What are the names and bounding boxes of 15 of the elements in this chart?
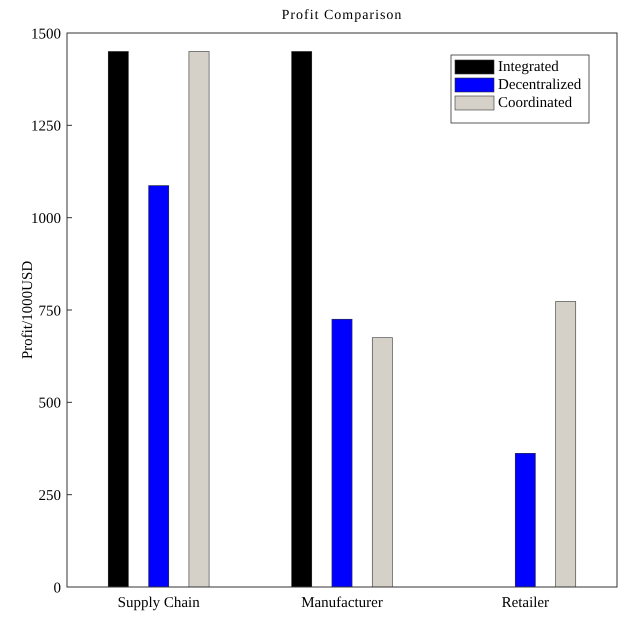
y-tick-label: 1000 (31, 210, 61, 227)
y-tick-label: 250 (38, 488, 61, 504)
legend-label: Coordinated (498, 95, 573, 111)
y-tick-label: 750 (38, 303, 61, 320)
y-axis-title: Profit/1000USD (20, 260, 36, 360)
legend-label: Integrated (498, 59, 560, 75)
y-tick-label: 1250 (31, 118, 61, 135)
x-tick-label: Retailer (502, 595, 550, 611)
y-tick-label: 0 (54, 580, 61, 596)
y-tick-label: 500 (38, 396, 61, 412)
y-tick-label: 1500 (31, 26, 61, 42)
chart-title: Profit Comparison (282, 8, 402, 23)
x-tick-label: Supply Chain (118, 595, 200, 611)
legend-label: Decentralized (498, 77, 582, 93)
x-tick-label: Manufacturer (301, 595, 383, 611)
